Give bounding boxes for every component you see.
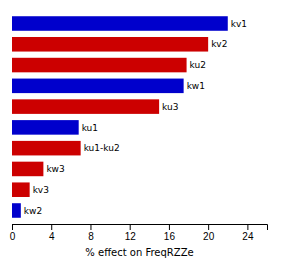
plot-area: kw2 kv3 kw3 ku1-ku2 ku1 ku3 kw1 ku2 kv2 kv1 0 4 8 12 1… xyxy=(10,16,268,242)
bar-label: kv2 xyxy=(211,39,227,49)
bar xyxy=(12,141,81,156)
bar-label: kw3 xyxy=(46,164,64,174)
x-axis: 0 4 8 12 16 20 24 xyxy=(10,224,268,242)
x-tick-label: 0 xyxy=(10,231,16,242)
chart: kw2 kv3 kw3 ku1-ku2 ku1 ku3 kw1 ku2 kv2 kv1 0 4 8 12 1… xyxy=(0,0,281,262)
x-tick-mark xyxy=(247,224,248,230)
bar xyxy=(12,162,43,177)
x-tick-label: 16 xyxy=(164,231,176,242)
bar-label: kw1 xyxy=(187,81,205,91)
x-tick: 20 xyxy=(203,224,215,242)
x-tick-label: 24 xyxy=(242,231,254,242)
bar-label: ku1-ku2 xyxy=(84,143,120,153)
x-tick: 12 xyxy=(125,224,137,242)
bar-label: kv3 xyxy=(33,185,49,195)
bar xyxy=(12,203,21,218)
bar xyxy=(12,16,228,31)
bar xyxy=(12,58,187,73)
x-tick: 8 xyxy=(88,224,94,242)
bar-label: ku1 xyxy=(82,123,98,133)
x-tick-label: 4 xyxy=(49,231,55,242)
x-tick-label: 12 xyxy=(125,231,137,242)
x-tick-mark xyxy=(12,224,13,230)
bars xyxy=(12,16,228,218)
x-tick: 16 xyxy=(164,224,176,242)
x-tick-mark xyxy=(90,224,91,230)
x-tick: 0 xyxy=(10,224,16,242)
x-axis-line xyxy=(13,225,268,231)
bar-label: kv1 xyxy=(231,19,247,29)
x-axis-title: % effect on FreqRZZe xyxy=(85,247,193,258)
bar xyxy=(12,79,184,94)
bar-labels: kw2 kv3 kw3 ku1-ku2 ku1 ku3 kw1 ku2 kv2 kv1 xyxy=(24,19,247,216)
x-tick-mark xyxy=(169,224,170,230)
bar xyxy=(12,182,30,197)
x-tick-label: 8 xyxy=(88,231,94,242)
x-tick-mark xyxy=(51,224,52,230)
x-tick-mark xyxy=(208,224,209,230)
bar-label: ku2 xyxy=(190,60,206,70)
bar xyxy=(12,120,79,135)
x-tick: 24 xyxy=(242,224,254,242)
bar xyxy=(12,37,208,52)
x-tick-mark xyxy=(130,224,131,230)
x-tick: 4 xyxy=(49,224,55,242)
x-tick-label: 20 xyxy=(203,231,215,242)
bar-label: kw2 xyxy=(24,206,42,216)
bar xyxy=(12,99,159,114)
bar-label: ku3 xyxy=(162,102,178,112)
